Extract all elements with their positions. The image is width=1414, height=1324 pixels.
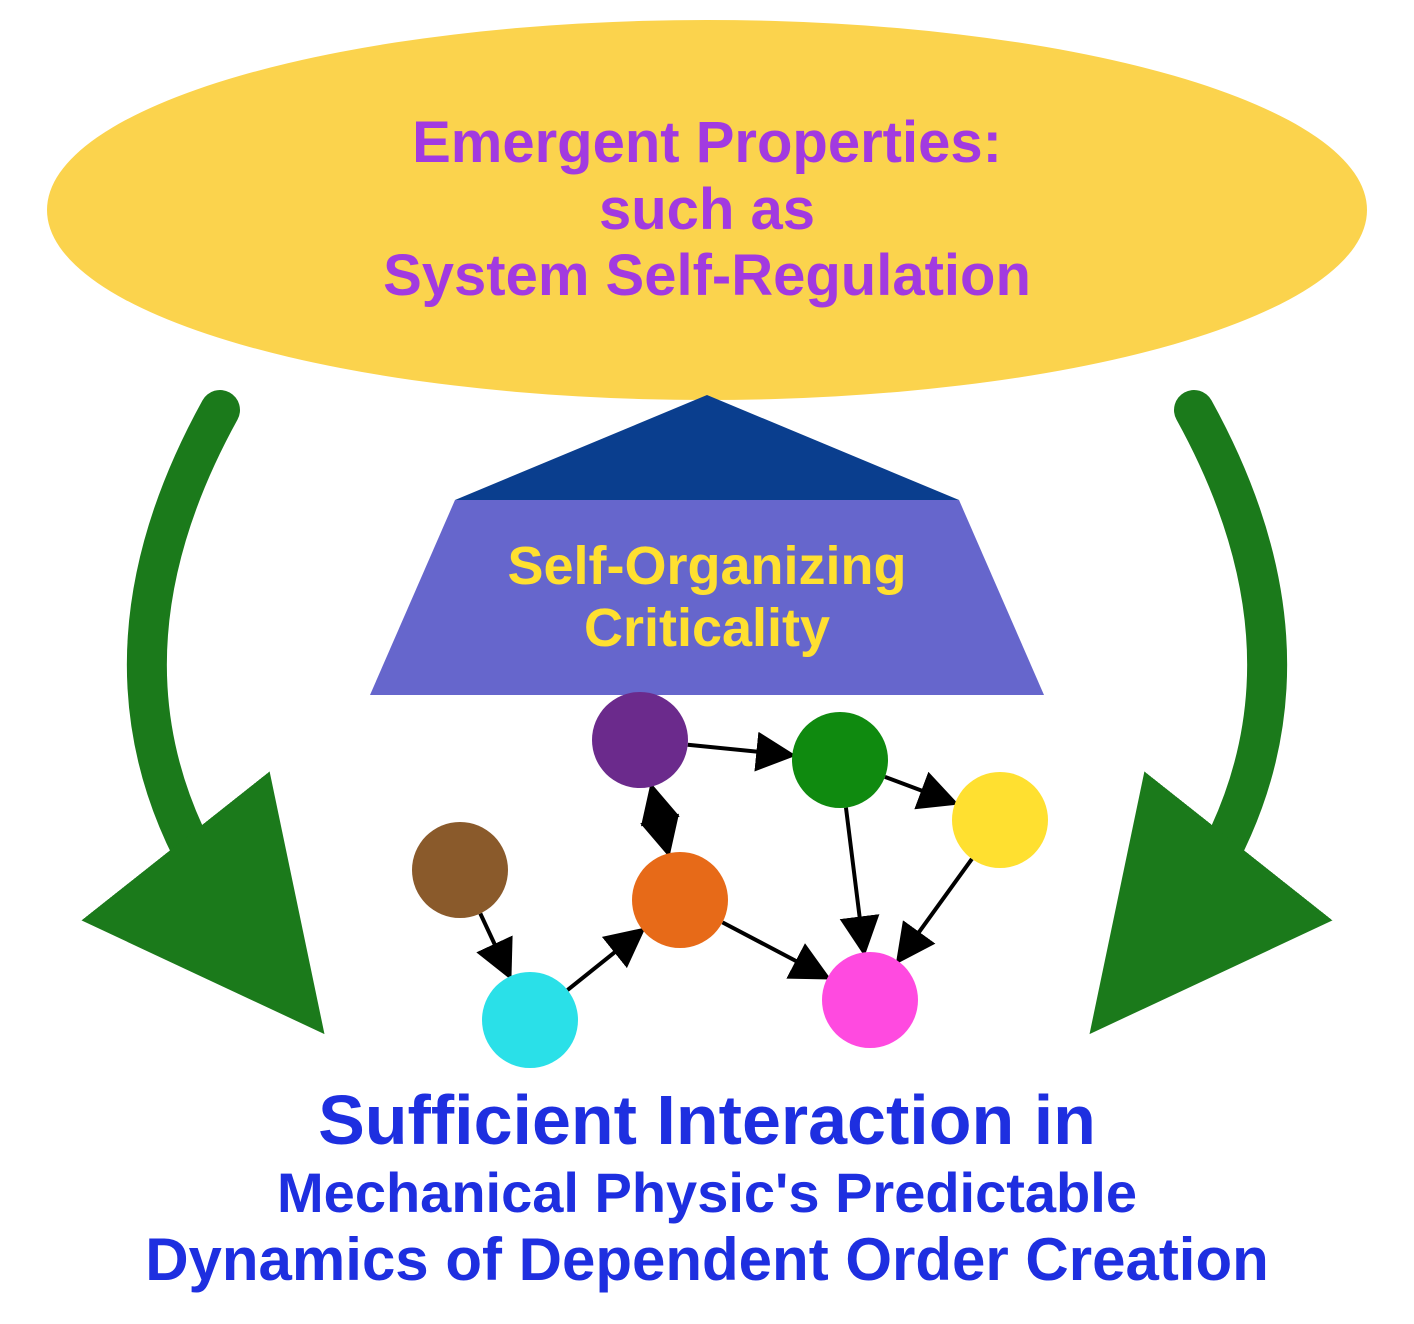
bottom-line1: Sufficient Interaction in — [0, 1080, 1414, 1161]
diagram-stage: Emergent Properties: such as System Self… — [0, 0, 1414, 1324]
bottom-line2: Mechanical Physic's Predictable — [0, 1161, 1414, 1225]
bottom-caption: Sufficient Interaction in Mechanical Phy… — [0, 1080, 1414, 1294]
bottom-line3: Dynamics of Dependent Order Creation — [0, 1225, 1414, 1294]
